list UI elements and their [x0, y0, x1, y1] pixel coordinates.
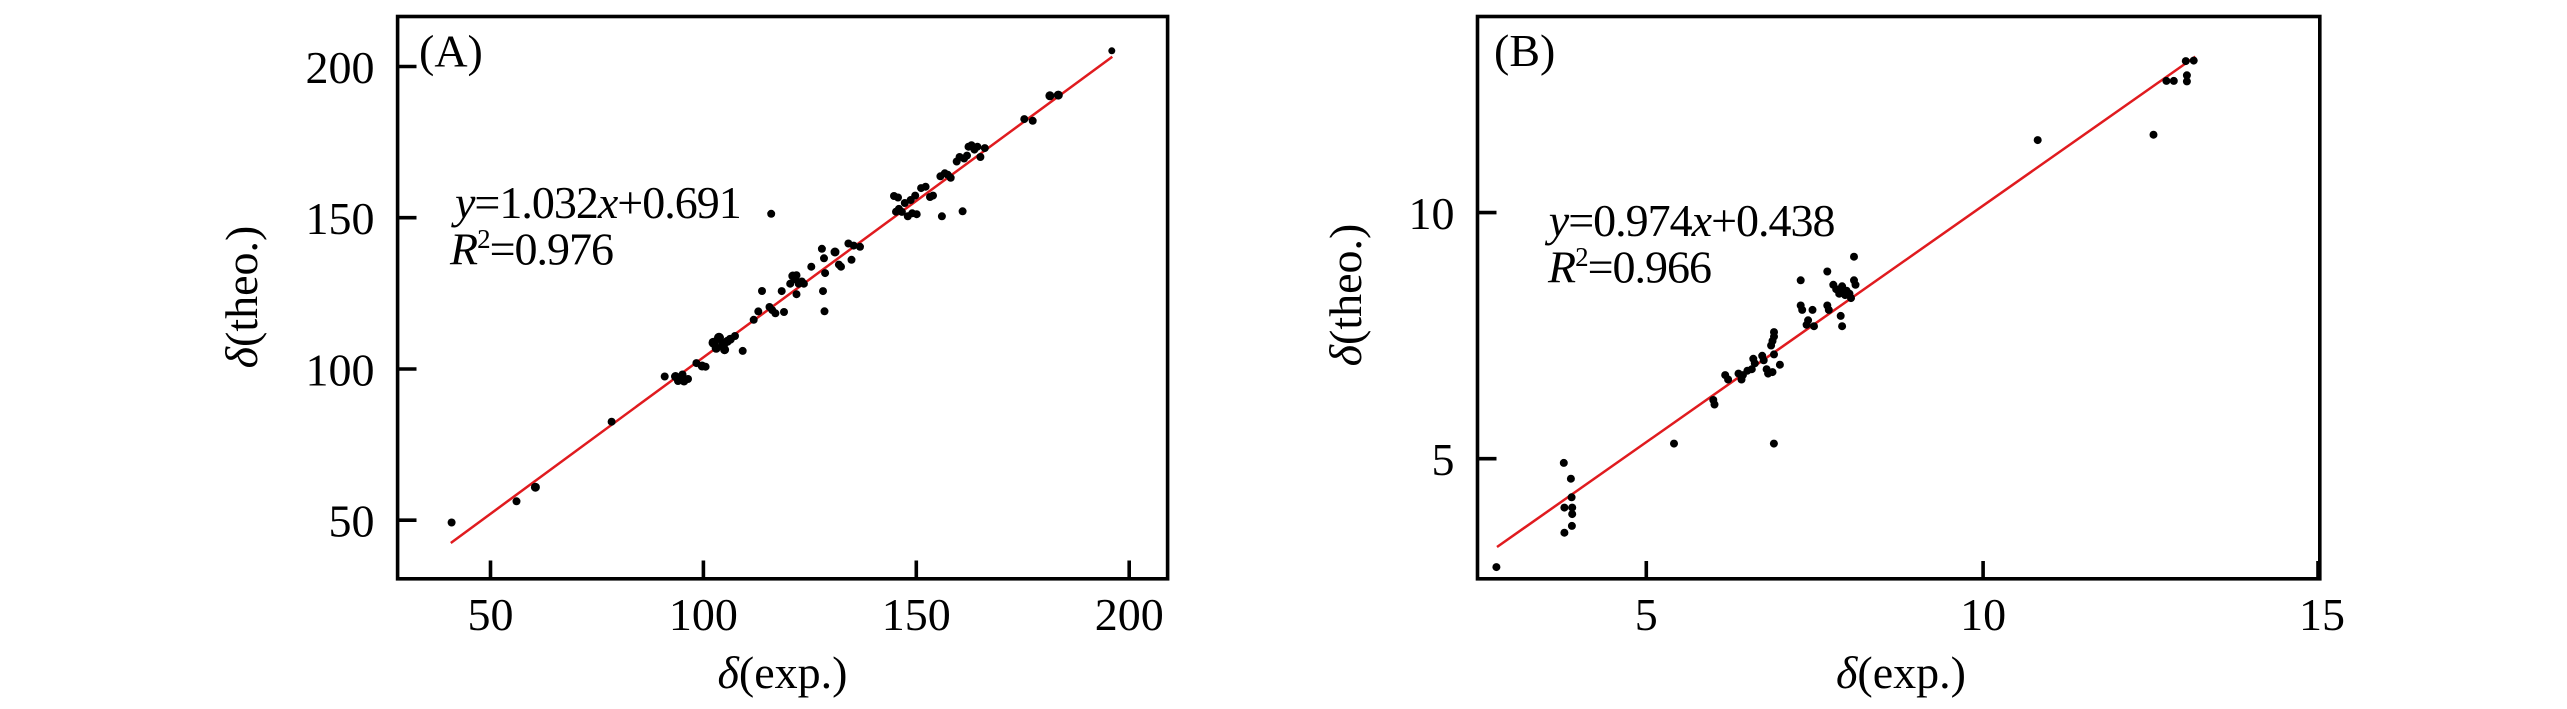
svg-text:10: 10 — [1960, 589, 2006, 640]
svg-text:δ(theo.): δ(theo.) — [1320, 224, 1371, 367]
svg-text:50: 50 — [468, 589, 514, 640]
svg-text:15: 15 — [2299, 589, 2345, 640]
svg-text:200: 200 — [306, 42, 375, 93]
svg-text:R2=0.966: R2=0.966 — [1547, 241, 1711, 292]
svg-text:y=1.032x+0.691: y=1.032x+0.691 — [451, 177, 741, 228]
svg-text:δ(exp.): δ(exp.) — [1836, 647, 1966, 698]
svg-text:5: 5 — [1635, 589, 1658, 640]
svg-text:δ(theo.): δ(theo.) — [216, 226, 267, 369]
svg-text:5: 5 — [1432, 434, 1455, 485]
svg-text:200: 200 — [1095, 589, 1164, 640]
svg-text:R2=0.976: R2=0.976 — [449, 224, 613, 275]
svg-text:50: 50 — [329, 496, 375, 547]
svg-text:150: 150 — [306, 193, 375, 244]
svg-text:100: 100 — [306, 344, 375, 395]
svg-text:y=0.974x+0.438: y=0.974x+0.438 — [1545, 195, 1835, 246]
svg-text:150: 150 — [882, 589, 951, 640]
svg-text:(B): (B) — [1494, 25, 1555, 76]
svg-text:δ(exp.): δ(exp.) — [718, 647, 848, 698]
svg-text:100: 100 — [669, 589, 738, 640]
svg-text:(A): (A) — [419, 26, 483, 77]
svg-text:10: 10 — [1409, 188, 1455, 239]
